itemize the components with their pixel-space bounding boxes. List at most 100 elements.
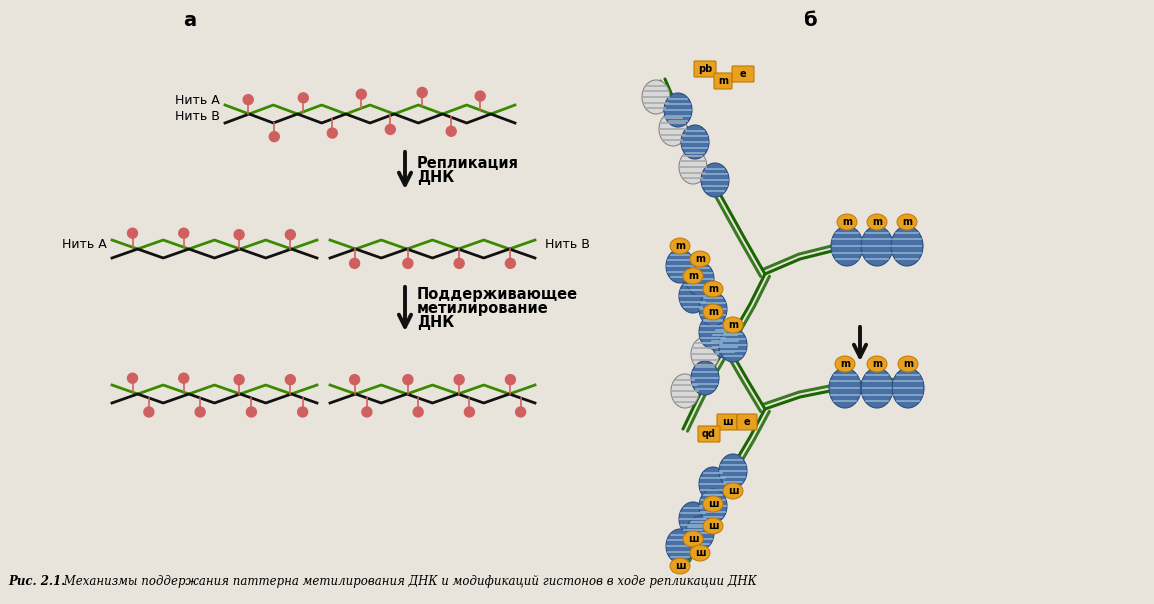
Circle shape <box>464 407 474 417</box>
Text: Нить А: Нить А <box>175 94 220 106</box>
Ellipse shape <box>703 518 724 534</box>
Text: ш: ш <box>721 417 733 427</box>
Circle shape <box>505 374 516 385</box>
Circle shape <box>234 374 245 385</box>
Text: ш: ш <box>707 521 718 531</box>
Text: m: m <box>902 359 913 369</box>
Ellipse shape <box>679 502 707 536</box>
Ellipse shape <box>670 558 690 574</box>
Circle shape <box>285 230 295 240</box>
Circle shape <box>195 407 205 417</box>
Ellipse shape <box>681 125 709 159</box>
Ellipse shape <box>898 356 917 372</box>
Ellipse shape <box>659 112 687 146</box>
Circle shape <box>269 132 279 142</box>
Text: Нить А: Нить А <box>62 237 107 251</box>
Ellipse shape <box>699 292 727 326</box>
Circle shape <box>505 259 516 268</box>
Text: m: m <box>695 254 705 264</box>
Text: m: m <box>709 284 718 294</box>
Text: m: m <box>902 217 912 227</box>
Ellipse shape <box>891 226 923 266</box>
Ellipse shape <box>664 93 692 127</box>
Text: а: а <box>183 11 196 30</box>
Ellipse shape <box>691 337 719 371</box>
Circle shape <box>127 228 137 238</box>
FancyBboxPatch shape <box>717 414 737 430</box>
Circle shape <box>350 259 360 268</box>
Ellipse shape <box>892 368 924 408</box>
Ellipse shape <box>642 80 670 114</box>
Circle shape <box>413 407 424 417</box>
Text: ш: ш <box>695 548 705 558</box>
Text: ДНК: ДНК <box>417 315 455 330</box>
Ellipse shape <box>724 483 743 499</box>
Text: Нить В: Нить В <box>545 237 590 251</box>
Text: Поддерживающее: Поддерживающее <box>417 288 578 303</box>
Text: qd: qd <box>702 429 715 439</box>
Text: m: m <box>718 76 728 86</box>
Circle shape <box>403 374 413 385</box>
Ellipse shape <box>897 214 917 230</box>
Circle shape <box>447 126 456 137</box>
Ellipse shape <box>699 489 727 523</box>
Ellipse shape <box>679 279 707 313</box>
Circle shape <box>362 407 372 417</box>
Text: ш: ш <box>728 486 739 496</box>
Ellipse shape <box>670 238 690 254</box>
Text: m: m <box>675 241 685 251</box>
Ellipse shape <box>867 356 887 372</box>
Ellipse shape <box>683 268 703 284</box>
Circle shape <box>385 124 396 135</box>
Circle shape <box>455 374 464 385</box>
Text: m: m <box>688 271 698 281</box>
Ellipse shape <box>703 281 724 297</box>
Text: m: m <box>728 320 739 330</box>
Ellipse shape <box>690 545 710 561</box>
Text: Рис. 2.1.: Рис. 2.1. <box>8 575 66 588</box>
Circle shape <box>357 89 366 99</box>
Ellipse shape <box>691 361 719 395</box>
Ellipse shape <box>679 150 707 184</box>
Text: e: e <box>740 69 747 79</box>
Circle shape <box>298 93 308 103</box>
Ellipse shape <box>666 249 694 283</box>
Circle shape <box>298 407 308 417</box>
Circle shape <box>350 374 360 385</box>
Circle shape <box>247 407 256 417</box>
Ellipse shape <box>835 356 855 372</box>
Ellipse shape <box>685 516 714 550</box>
Circle shape <box>516 407 526 417</box>
Text: Механизмы поддержания паттерна метилирования ДНК и модификаций гистонов в ходе р: Механизмы поддержания паттерна метилиров… <box>60 575 757 588</box>
Ellipse shape <box>831 226 863 266</box>
Text: m: m <box>709 307 718 317</box>
Ellipse shape <box>711 324 739 358</box>
Circle shape <box>127 373 137 383</box>
Text: е: е <box>743 417 750 427</box>
Text: ш: ш <box>675 561 685 571</box>
Text: ш: ш <box>707 499 718 509</box>
Ellipse shape <box>699 315 727 349</box>
Text: m: m <box>872 217 882 227</box>
Text: ДНК: ДНК <box>417 170 455 185</box>
Ellipse shape <box>703 304 724 320</box>
Ellipse shape <box>700 163 729 197</box>
Ellipse shape <box>829 368 861 408</box>
Circle shape <box>418 88 427 97</box>
Ellipse shape <box>861 368 893 408</box>
Circle shape <box>328 128 337 138</box>
Text: m: m <box>840 359 850 369</box>
Circle shape <box>144 407 153 417</box>
Ellipse shape <box>703 496 724 512</box>
FancyBboxPatch shape <box>698 426 720 442</box>
FancyBboxPatch shape <box>732 66 754 82</box>
Ellipse shape <box>867 214 887 230</box>
Circle shape <box>403 259 413 268</box>
Ellipse shape <box>670 374 699 408</box>
Circle shape <box>179 228 189 238</box>
Ellipse shape <box>690 251 710 267</box>
Circle shape <box>179 373 189 383</box>
Ellipse shape <box>699 467 727 501</box>
Text: б: б <box>803 11 817 30</box>
Text: m: m <box>842 217 852 227</box>
